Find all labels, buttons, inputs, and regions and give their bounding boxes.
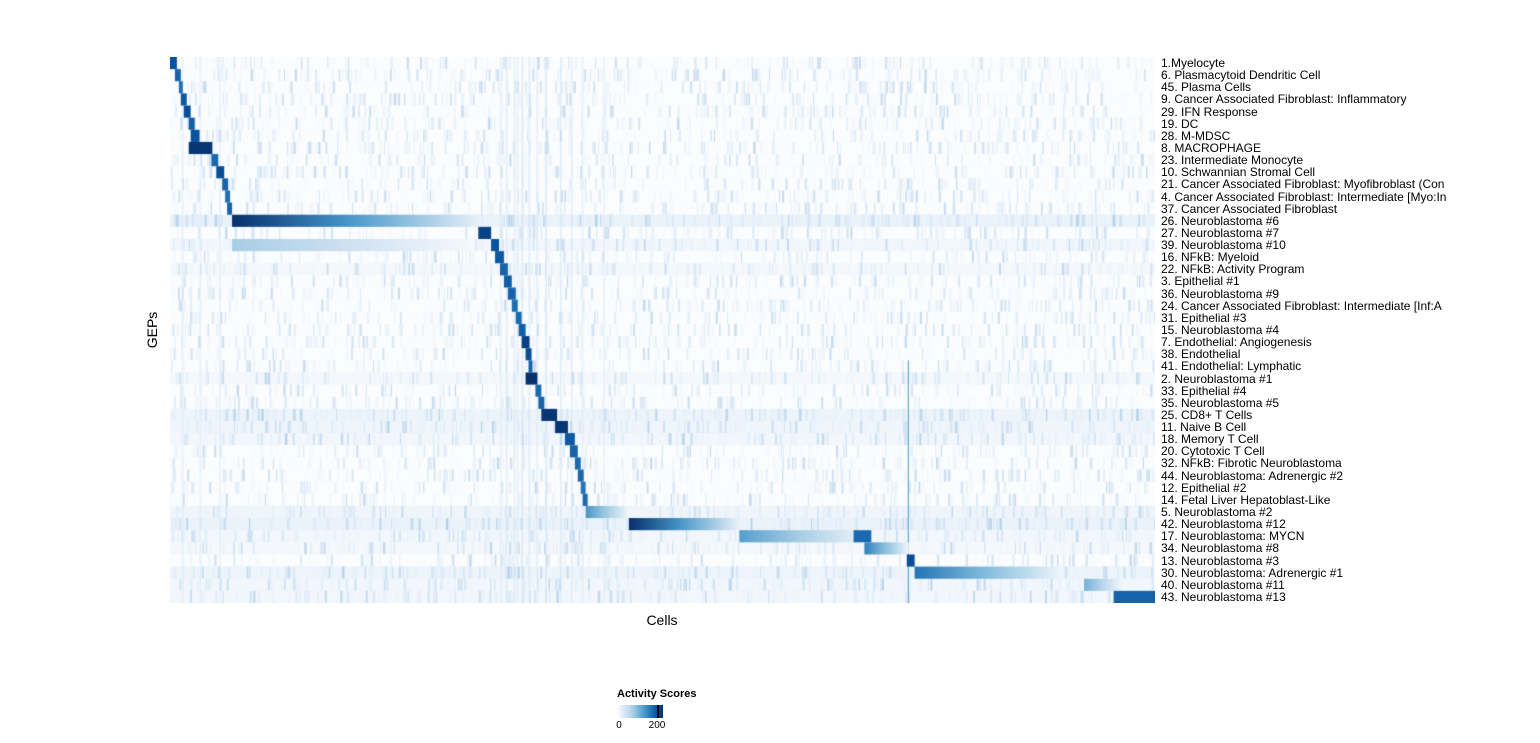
y-axis-label: GEPs [144,311,160,349]
legend-gradient-bar [617,705,663,718]
gep-row-label: 16. NFkB: Myeloid [1161,250,1260,265]
legend-title: Activity Scores [617,688,697,700]
gep-row-label: 30. Neuroblastoma: Adrenergic #1 [1161,565,1344,580]
gep-row-label: 34. Neuroblastoma #8 [1161,541,1280,556]
gep-row-label: 1.Myelocyte [1161,56,1226,71]
gep-row-label: 8. MACROPHAGE [1161,141,1262,155]
gep-row-label: 45. Plasma Cells [1161,80,1252,95]
gep-row-label: 42. Neuroblastoma #12 [1161,517,1286,532]
gep-row-label: 18. Memory T Cell [1161,432,1259,447]
gep-row-label: 43. Neuroblastoma #13 [1161,589,1286,604]
heatmap-canvas [170,57,1155,603]
row-labels: 1.Myelocyte 6. Plasmacytoid Dendritic Cel… [1161,57,1540,603]
gep-row-label: 41. Endothelial: Lymphatic [1161,359,1302,374]
gep-row-label: 17. Neuroblastoma: MYCN [1161,529,1305,544]
gep-row-label: 20. Cytotoxic T Cell [1161,444,1265,459]
legend-tick-200: 200 [648,720,666,731]
gep-row-label: 9. Cancer Associated Fibroblast: Inflamm… [1161,92,1407,107]
gep-row-label: 39. Neuroblastoma #10 [1161,238,1286,253]
gep-row-label: 12. Epithelial #2 [1161,480,1247,495]
gep-row-label: 23. Intermediate Monocyte [1161,153,1304,168]
gep-row-label: 26. Neuroblastoma #6 [1161,213,1280,228]
gep-row-label: 33. Epithelial #4 [1161,383,1247,398]
gep-row-label: 7. Endothelial: Angiogenesis [1161,335,1312,350]
gep-row-label: 25. CD8+ T Cells [1161,407,1253,422]
legend-tick-0: 0 [616,720,622,731]
legend-tick-labels: 0 200 [616,720,677,732]
gep-row-label: 36. Neuroblastoma #9 [1161,286,1280,301]
gep-row-label: 15. Neuroblastoma #4 [1161,323,1280,337]
gep-row-label: 3. Epithelial #1 [1161,274,1240,289]
gep-row-label: 13. Neuroblastoma #3 [1161,553,1280,568]
x-axis-label: Cells [646,612,678,628]
gep-row-label: 38. Endothelial [1161,347,1241,362]
gep-row-label: 4. Cancer Associated Fibroblast: Interme… [1161,189,1447,204]
gep-row-label: 11. Naive B Cell [1161,420,1247,435]
gep-row-label: 6. Plasmacytoid Dendritic Cell [1161,68,1321,83]
gep-row-label: 5. Neuroblastoma #2 [1161,505,1273,519]
gep-row-label: 35. Neuroblastoma #5 [1161,395,1280,410]
gep-row-label: 19. DC [1161,116,1199,131]
legend: Activity Scores 0 200 [616,688,697,732]
legend-tick-mark [657,705,659,718]
gep-row-label: 31. Epithelial #3 [1161,310,1247,325]
gep-row-label: 27. Neuroblastoma #7 [1161,225,1280,240]
gep-row-label: 37. Cancer Associated Fibroblast [1161,201,1338,216]
gep-row-label: 21. Cancer Associated Fibroblast: Myofib… [1161,177,1445,192]
gep-row-label: 44. Neuroblastoma: Adrenergic #2 [1161,468,1344,483]
gep-row-label: 10. Schwannian Stromal Cell [1161,165,1316,180]
gep-row-label: 24. Cancer Associated Fibroblast: Interm… [1161,298,1442,313]
gep-row-label: 2. Neuroblastoma #1 [1161,371,1273,386]
gep-row-label: 32. NFkB: Fibrotic Neuroblastoma [1161,456,1342,471]
gep-row-label: 29. IFN Response [1161,104,1258,119]
gep-row-label: 14. Fetal Liver Hepatoblast-Like [1161,492,1331,507]
gep-row-label: 40. Neuroblastoma #11 [1161,577,1285,592]
gep-row-label: 28. M-MDSC [1161,128,1231,143]
gep-row-label: 22. NFkB: Activity Program [1161,262,1305,277]
